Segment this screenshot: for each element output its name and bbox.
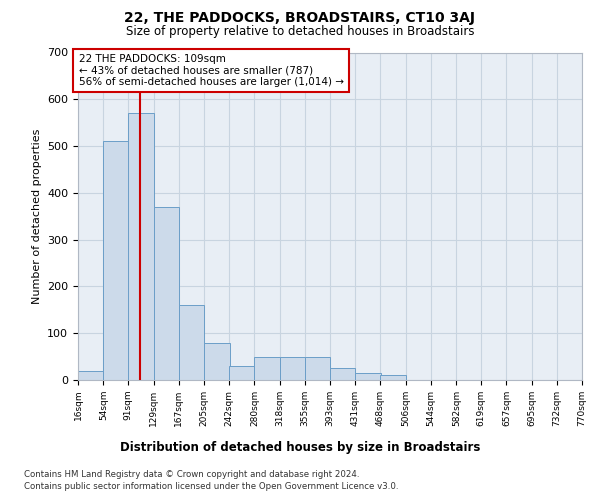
Bar [154,207,179,380]
Bar [254,356,280,380]
Bar [330,368,355,380]
Bar [305,356,330,380]
Text: Size of property relative to detached houses in Broadstairs: Size of property relative to detached ho… [126,25,474,38]
Bar [205,342,230,380]
Text: Distribution of detached houses by size in Broadstairs: Distribution of detached houses by size … [120,441,480,454]
Text: Contains public sector information licensed under the Open Government Licence v3: Contains public sector information licen… [24,482,398,491]
Bar [179,305,205,380]
Text: 22, THE PADDOCKS, BROADSTAIRS, CT10 3AJ: 22, THE PADDOCKS, BROADSTAIRS, CT10 3AJ [125,11,476,25]
Y-axis label: Number of detached properties: Number of detached properties [32,128,41,304]
Bar [380,376,406,380]
Bar [280,356,305,380]
Bar [229,366,254,380]
Bar [103,142,129,380]
Text: Contains HM Land Registry data © Crown copyright and database right 2024.: Contains HM Land Registry data © Crown c… [24,470,359,479]
Bar [355,373,381,380]
Bar [128,114,154,380]
Bar [78,370,103,380]
Text: 22 THE PADDOCKS: 109sqm
← 43% of detached houses are smaller (787)
56% of semi-d: 22 THE PADDOCKS: 109sqm ← 43% of detache… [79,54,344,87]
